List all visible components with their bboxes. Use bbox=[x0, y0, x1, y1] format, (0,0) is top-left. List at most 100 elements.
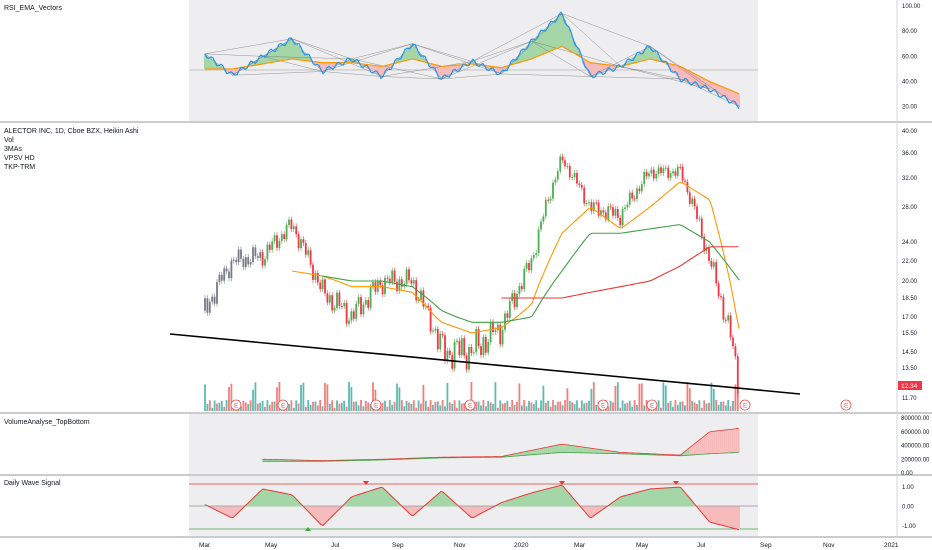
volume-bar bbox=[520, 405, 523, 411]
candle bbox=[482, 336, 485, 355]
volume-bar bbox=[489, 402, 492, 411]
volume-bar bbox=[355, 401, 358, 411]
earnings-marker-icon[interactable] bbox=[646, 399, 658, 411]
earnings-marker-icon[interactable] bbox=[370, 399, 382, 411]
earnings-marker-icon[interactable] bbox=[739, 399, 751, 411]
volume-bar bbox=[316, 405, 319, 411]
candle bbox=[655, 173, 658, 179]
candle bbox=[693, 198, 696, 207]
volume-bar bbox=[542, 385, 545, 411]
wave-sell-signal-icon bbox=[559, 481, 565, 485]
wave-axis-tick: 0.00 bbox=[902, 505, 914, 511]
volume-bar bbox=[616, 382, 619, 411]
volume-bar bbox=[612, 402, 614, 411]
volume-bar bbox=[578, 407, 581, 411]
candle bbox=[228, 271, 230, 279]
last-price-tag bbox=[898, 381, 922, 390]
rsi-vector bbox=[322, 58, 352, 72]
candle bbox=[528, 263, 530, 271]
wave-pane-title[interactable]: Daily Wave Signal bbox=[4, 480, 61, 487]
indicator-3mas[interactable]: 3MAs bbox=[4, 146, 22, 153]
candle bbox=[316, 273, 319, 283]
symbol-title[interactable]: ALECTOR INC, 1D, Cboe BZX, Heikin Ashi bbox=[4, 128, 139, 135]
candle bbox=[446, 350, 449, 361]
candle bbox=[410, 280, 413, 284]
volume-bar bbox=[554, 404, 557, 411]
candle bbox=[398, 279, 401, 292]
volume-bar bbox=[290, 400, 293, 411]
candle bbox=[676, 166, 679, 176]
price-axis-tick: 18.50 bbox=[902, 296, 918, 302]
volume-bar bbox=[727, 400, 730, 411]
candle bbox=[511, 293, 514, 301]
volume-bar bbox=[614, 386, 617, 411]
volume-bar bbox=[722, 401, 725, 411]
candle bbox=[468, 346, 470, 370]
volume-bar bbox=[405, 400, 408, 411]
volume-analyse-pane-bg bbox=[189, 414, 758, 474]
candle bbox=[588, 202, 590, 204]
candle bbox=[489, 322, 492, 343]
earnings-marker-label: E bbox=[234, 403, 239, 410]
volume-bar bbox=[734, 384, 737, 411]
earnings-marker-icon[interactable] bbox=[840, 399, 852, 411]
candle bbox=[283, 234, 286, 240]
rsi-vector bbox=[232, 71, 323, 76]
indicator-tkp-trm[interactable]: TKP-TRM bbox=[4, 164, 36, 171]
volume-bar bbox=[667, 402, 670, 411]
candle bbox=[211, 296, 214, 302]
volume-bar bbox=[537, 407, 540, 411]
volume-bar bbox=[477, 401, 480, 411]
volume-bar bbox=[388, 400, 391, 411]
volume-bar bbox=[700, 407, 703, 411]
candle bbox=[307, 250, 310, 255]
wave-buy-signal-icon bbox=[305, 527, 311, 531]
earnings-marker-icon[interactable] bbox=[464, 399, 476, 411]
candle bbox=[216, 282, 218, 304]
candle bbox=[297, 234, 300, 249]
candle bbox=[264, 259, 266, 266]
candle bbox=[256, 256, 259, 258]
earnings-marker-label: E bbox=[601, 403, 606, 410]
candle bbox=[573, 172, 576, 178]
indicator-vol[interactable]: Vol bbox=[4, 137, 14, 144]
candle bbox=[537, 229, 540, 254]
volume-bar bbox=[501, 403, 504, 411]
volume-analyse-axis-tick: 200000.00 bbox=[901, 457, 930, 463]
volume-bar bbox=[624, 403, 626, 411]
candle bbox=[595, 202, 598, 204]
volume-bar bbox=[266, 400, 269, 411]
candle bbox=[420, 290, 422, 300]
rsi-vector bbox=[649, 46, 710, 90]
wave-axis-tick: 1.00 bbox=[902, 485, 914, 491]
candle bbox=[636, 188, 638, 200]
rsi-axis-tick: 40.00 bbox=[902, 80, 918, 86]
candle bbox=[259, 252, 262, 258]
earnings-marker-icon[interactable] bbox=[230, 399, 242, 411]
candle bbox=[232, 259, 235, 261]
candle bbox=[302, 239, 305, 244]
candle bbox=[621, 209, 624, 226]
candle bbox=[681, 166, 684, 181]
candle bbox=[422, 290, 425, 307]
volume-bar bbox=[439, 405, 442, 411]
volume-bar bbox=[340, 402, 343, 411]
candle bbox=[300, 239, 302, 249]
earnings-marker-icon[interactable] bbox=[277, 399, 289, 411]
volume-bar bbox=[460, 403, 463, 411]
candle bbox=[439, 333, 442, 350]
volume-analyse-title[interactable]: VolumeAnalyse_TopBottom bbox=[4, 419, 90, 426]
date-axis-tick: 2021 bbox=[884, 542, 899, 549]
candle bbox=[285, 225, 288, 240]
earnings-marker-label: E bbox=[468, 403, 473, 410]
candle bbox=[247, 257, 250, 265]
earnings-marker-icon[interactable] bbox=[597, 399, 609, 411]
support-trend-line[interactable] bbox=[169, 333, 801, 395]
volume-bar bbox=[494, 382, 497, 411]
candle bbox=[708, 247, 710, 261]
indicator-vpsv-hd[interactable]: VPSV HD bbox=[4, 155, 35, 162]
volume-bar bbox=[523, 400, 526, 411]
rsi-pane-title[interactable]: RSI_EMA_Vectors bbox=[4, 5, 62, 12]
candle bbox=[369, 287, 372, 308]
volume-bar bbox=[580, 400, 583, 411]
